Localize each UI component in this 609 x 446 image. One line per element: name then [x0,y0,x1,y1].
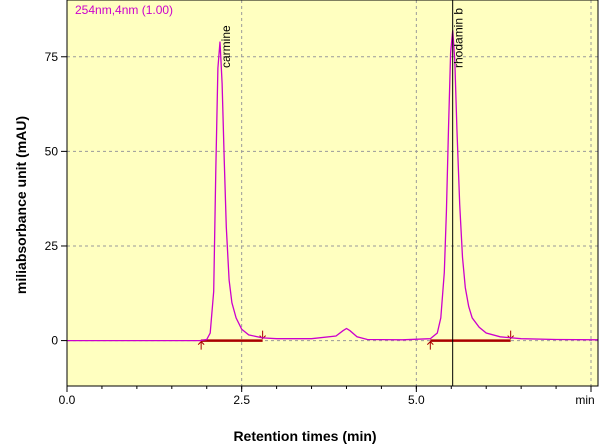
y-tick-label: 75 [45,50,59,64]
plot-area [67,0,598,386]
axes: 0 25 50 75 0.0 2.5 5.0 [45,50,592,407]
grid-lines [67,0,598,386]
x-axis-title: Retention times (min) [233,428,376,444]
legend-label: 254nm,4nm (1.00) [75,3,173,17]
x-tick-label: 0.0 [59,393,76,407]
x-tick-label: 2.5 [233,393,250,407]
y-tick-label: 50 [45,144,59,158]
peak-label: carmine [219,25,233,68]
peak-start-marker [426,340,434,350]
absorbance-trace [67,30,599,342]
x-unit-label: min [575,393,594,407]
y-axis-title: miliabsorbance unit (mAU) [13,116,29,294]
x-tick-label: 5.0 [408,393,425,407]
y-tick-label: 0 [51,334,58,348]
peak-start-marker [197,340,205,350]
peak-label: rhodamin b [452,8,466,68]
plot-frame [66,0,599,387]
y-tick-label: 25 [45,239,59,253]
